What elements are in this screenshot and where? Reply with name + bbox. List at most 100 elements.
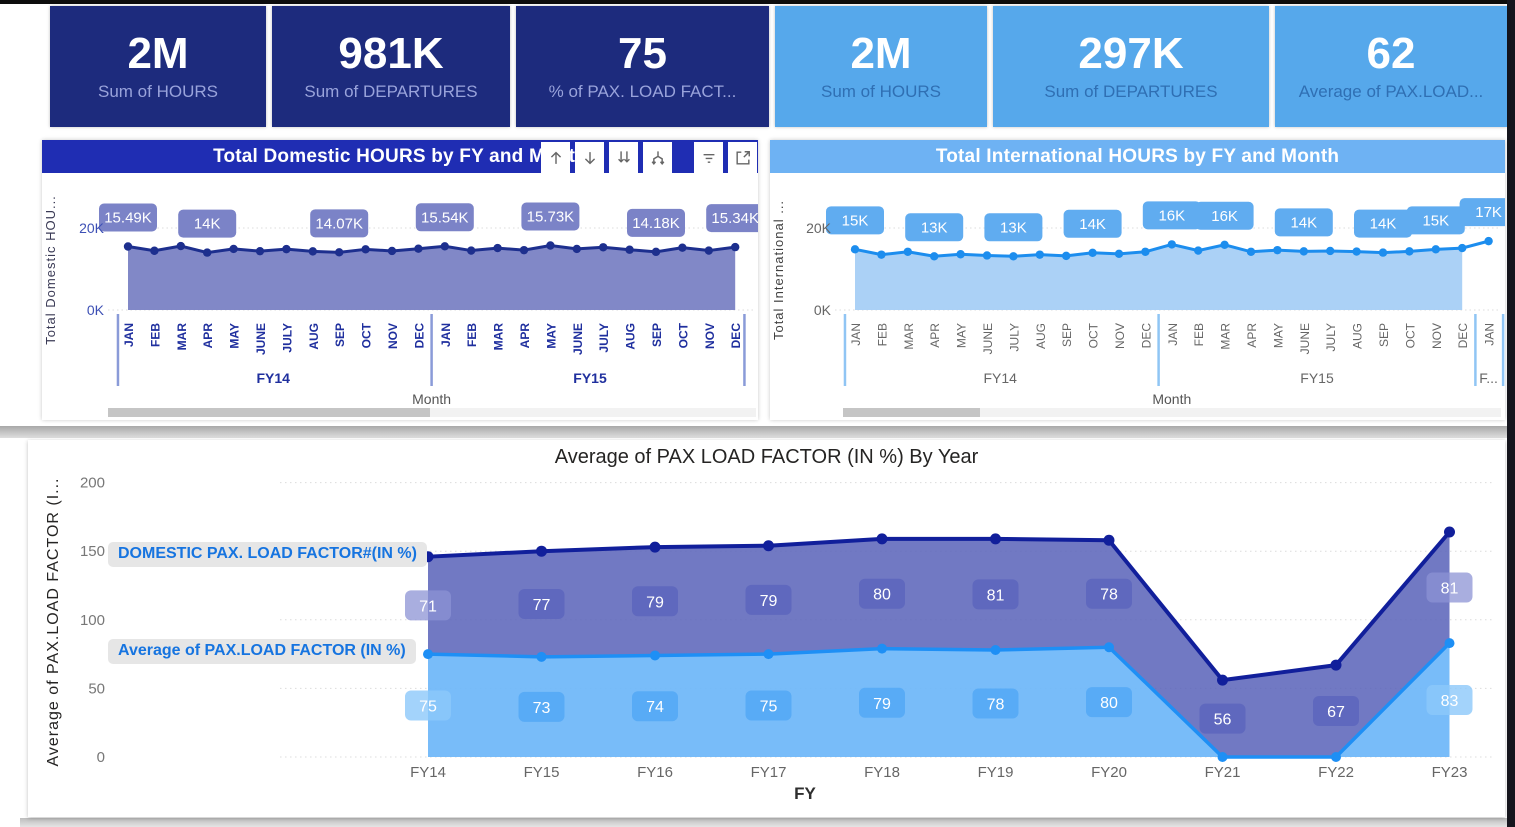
data-point[interactable] [1299, 247, 1308, 256]
data-point[interactable] [440, 242, 449, 251]
data-point[interactable] [1326, 246, 1335, 256]
data-point[interactable] [467, 246, 476, 255]
data-point[interactable] [123, 242, 133, 251]
focus-mode-button[interactable] [728, 142, 757, 173]
kpi-card-intl-hours[interactable]: 2M Sum of HOURS [775, 6, 987, 127]
data-point[interactable] [763, 649, 774, 660]
data-point[interactable] [930, 252, 939, 261]
data-point[interactable] [1103, 534, 1115, 546]
data-point[interactable] [176, 241, 185, 251]
data-point[interactable] [704, 246, 713, 255]
data-point[interactable] [1217, 674, 1228, 686]
data-point[interactable] [308, 247, 317, 256]
data-point[interactable] [1167, 240, 1176, 249]
data-point[interactable] [599, 243, 608, 252]
data-point[interactable] [150, 246, 159, 255]
data-point[interactable] [282, 244, 291, 254]
data-point[interactable] [731, 242, 740, 252]
data-label-bg [518, 691, 565, 722]
x-axis-month-label: JAN [122, 323, 136, 347]
data-point[interactable] [1220, 240, 1229, 250]
data-point[interactable] [1352, 247, 1361, 256]
data-point[interactable] [877, 250, 886, 259]
kpi-card-intl-load-factor[interactable]: 62 Average of PAX.LOAD... [1275, 6, 1507, 127]
data-point[interactable] [1431, 245, 1440, 254]
data-point[interactable] [203, 248, 212, 257]
x-axis-month-label: NOV [703, 323, 717, 349]
data-point[interactable] [572, 244, 581, 254]
data-point[interactable] [850, 245, 860, 254]
domestic-hours-chart: 15.49K 14K 14.07K 15.54K 15.73K 14.18K 15.34K 2… [43, 195, 758, 407]
data-point[interactable] [1009, 252, 1018, 261]
data-point[interactable] [361, 245, 370, 254]
data-point[interactable] [519, 245, 529, 255]
data-point[interactable] [649, 541, 661, 553]
area-fill-domestic[interactable] [428, 531, 1450, 757]
data-point[interactable] [414, 244, 423, 253]
kpi-card-domestic-departures[interactable]: 981K Sum of DEPARTURES [272, 6, 510, 127]
data-point[interactable] [423, 649, 433, 660]
data-point[interactable] [1035, 250, 1044, 259]
kpi-card-intl-departures[interactable]: 297K Sum of DEPARTURES [993, 6, 1269, 127]
go-to-next-level-button[interactable] [609, 142, 638, 173]
series-label-average[interactable]: Average of PAX.LOAD FACTOR (IN %) [108, 639, 416, 664]
expand-all-down-button[interactable] [643, 142, 672, 173]
data-point[interactable] [1405, 247, 1414, 256]
data-point[interactable] [335, 248, 344, 257]
data-point[interactable] [876, 533, 888, 545]
data-point[interactable] [493, 243, 502, 253]
scrollbar-thumb[interactable] [843, 408, 980, 417]
horizontal-scrollbar[interactable] [843, 408, 1501, 417]
data-label: 15K [1422, 212, 1449, 229]
data-point[interactable] [1217, 752, 1228, 762]
kpi-card-domestic-load-factor[interactable]: 75 % of PAX. LOAD FACT... [516, 6, 769, 127]
horizontal-scrollbar[interactable] [108, 408, 756, 417]
data-point[interactable] [536, 651, 547, 662]
data-point[interactable] [546, 241, 555, 250]
data-point[interactable] [650, 650, 660, 661]
data-point[interactable] [1331, 752, 1341, 762]
y-axis-tick: 100 [80, 612, 105, 629]
scrollbar-thumb[interactable] [108, 408, 430, 417]
area-fill-average[interactable] [428, 643, 1450, 757]
data-point[interactable] [1378, 248, 1388, 257]
data-point[interactable] [1246, 247, 1256, 256]
data-point[interactable] [1141, 247, 1150, 256]
data-point[interactable] [536, 545, 547, 557]
data-point[interactable] [956, 250, 965, 259]
x-axis-month-label: AUG [307, 323, 321, 350]
filter-button[interactable] [694, 142, 723, 173]
data-point[interactable] [1458, 243, 1467, 253]
drill-up-button[interactable] [541, 142, 570, 173]
data-point[interactable] [255, 246, 265, 256]
data-point[interactable] [1062, 251, 1071, 261]
data-point[interactable] [1330, 659, 1342, 671]
data-point[interactable] [625, 245, 634, 254]
section-divider [0, 426, 1507, 438]
data-point[interactable] [1444, 526, 1455, 538]
data-point[interactable] [1273, 245, 1282, 255]
data-point[interactable] [678, 243, 687, 252]
data-point[interactable] [982, 251, 992, 260]
series-label-domestic[interactable]: DOMESTIC PAX. LOAD FACTOR#(IN %) [108, 542, 427, 567]
area-fill[interactable] [128, 245, 736, 310]
x-axis-month-label: APR [518, 323, 532, 349]
data-point[interactable] [877, 643, 887, 654]
area-fill[interactable] [855, 244, 1463, 310]
kpi-card-domestic-hours[interactable]: 2M Sum of HOURS [50, 6, 266, 127]
data-point[interactable] [651, 247, 661, 257]
data-point[interactable] [1114, 249, 1124, 259]
data-point[interactable] [903, 247, 912, 256]
data-point[interactable] [1484, 236, 1493, 246]
data-point[interactable] [1194, 246, 1203, 255]
drill-down-button[interactable] [575, 142, 604, 173]
data-point[interactable] [387, 246, 397, 256]
data-point[interactable] [1104, 642, 1114, 653]
kpi-value: 2M [850, 28, 912, 78]
data-point[interactable] [990, 533, 1001, 545]
data-point[interactable] [1444, 638, 1455, 649]
data-point[interactable] [229, 244, 238, 254]
data-point[interactable] [1088, 248, 1097, 258]
data-point[interactable] [763, 540, 774, 552]
data-point[interactable] [990, 644, 1001, 655]
